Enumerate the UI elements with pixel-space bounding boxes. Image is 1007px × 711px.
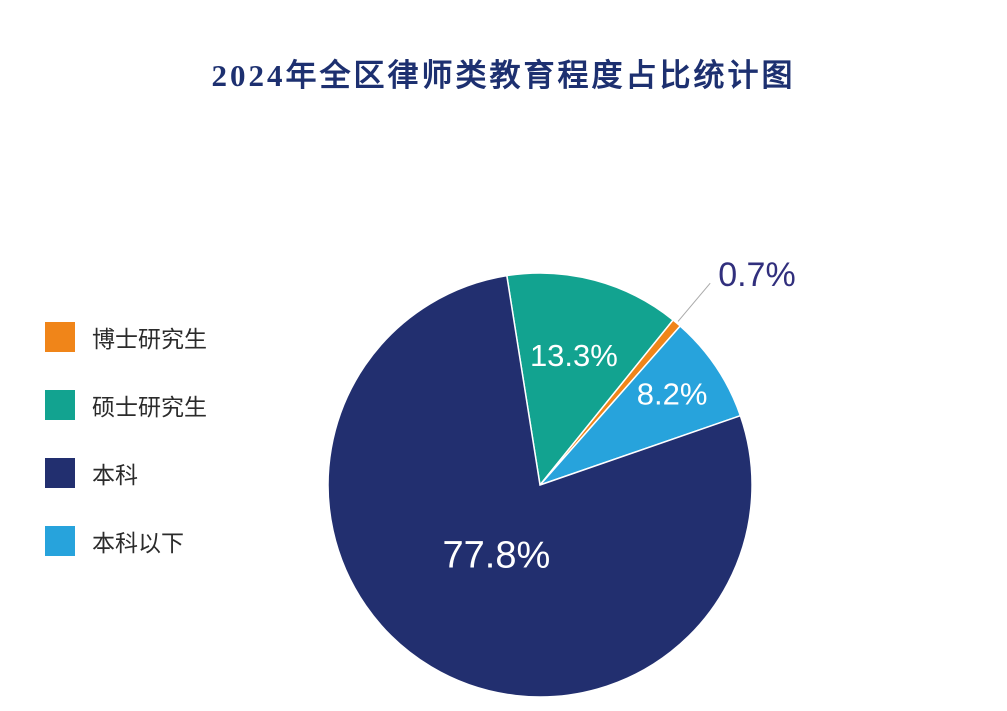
- legend-label: 博士研究生: [92, 327, 207, 352]
- legend-swatch: [45, 322, 75, 352]
- legend-label: 硕士研究生: [92, 395, 207, 420]
- legend-item-本科: 本科: [45, 456, 207, 490]
- slice-label: 77.8%: [443, 535, 551, 577]
- slice-label: 0.7%: [718, 256, 796, 294]
- chart-title: 2024年全区律师类教育程度占比统计图: [211, 58, 796, 93]
- legend-swatch: [45, 526, 75, 556]
- legend: 博士研究生硕士研究生本科本科以下: [45, 320, 207, 558]
- legend-item-博士研究生: 博士研究生: [45, 320, 207, 354]
- legend-swatch: [45, 390, 75, 420]
- legend-item-硕士研究生: 硕士研究生: [45, 388, 207, 422]
- pie-slice-硕士研究生: [505, 272, 675, 487]
- legend-item-本科以下: 本科以下: [45, 524, 207, 558]
- slice-label: 8.2%: [637, 377, 708, 412]
- leader-line: [677, 282, 711, 322]
- pie-slice-本科: [327, 274, 753, 698]
- legend-label: 本科: [92, 463, 138, 488]
- legend-label: 本科以下: [92, 531, 184, 556]
- pie-slice-本科以下: [537, 324, 742, 487]
- legend-swatch: [45, 458, 75, 488]
- slice-label: 13.3%: [530, 338, 618, 373]
